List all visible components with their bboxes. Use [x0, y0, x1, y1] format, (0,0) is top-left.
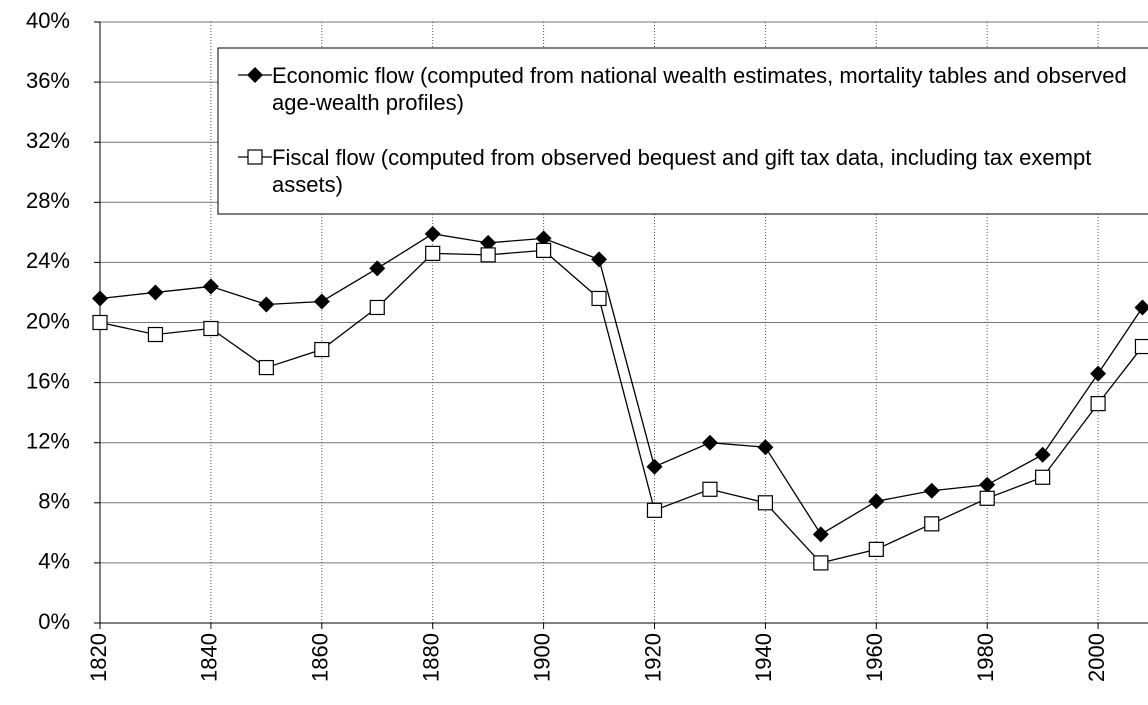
y-tick-label: 12% [26, 429, 70, 454]
series-line [99, 233, 1143, 536]
y-tick-label: 24% [26, 248, 70, 273]
y-tick-label: 32% [26, 128, 70, 153]
marker [92, 314, 108, 331]
x-tick-label: 1960 [862, 633, 887, 682]
marker [591, 251, 608, 268]
legend-label: Fiscal flow (computed from observed bequ… [272, 145, 1092, 197]
y-tick-label: 8% [38, 489, 70, 514]
y-tick-label: 16% [26, 368, 70, 393]
marker [812, 526, 829, 543]
marker [535, 242, 552, 258]
y-tick-label: 4% [38, 549, 70, 574]
y-tick-label: 28% [26, 188, 70, 213]
marker [480, 247, 496, 263]
marker [313, 293, 330, 310]
marker [702, 481, 718, 497]
marker [1134, 299, 1148, 316]
marker [369, 299, 385, 316]
marker [535, 230, 552, 247]
marker [923, 482, 940, 499]
marker [924, 516, 940, 532]
marker [868, 541, 884, 557]
marker [424, 225, 441, 242]
marker [425, 245, 441, 261]
marker [203, 320, 219, 337]
x-tick-label: 2000 [1084, 633, 1109, 682]
marker [314, 341, 330, 358]
y-tick-label: 0% [38, 609, 70, 634]
marker [701, 434, 718, 451]
x-tick-label: 1880 [419, 633, 444, 682]
marker [979, 490, 995, 506]
marker [147, 326, 164, 343]
series-line [99, 249, 1143, 564]
x-tick-label: 1820 [86, 633, 111, 682]
marker [868, 493, 885, 510]
marker [369, 260, 386, 277]
x-tick-label: 1920 [640, 633, 665, 682]
marker [247, 149, 263, 165]
x-tick-label: 1860 [308, 633, 333, 682]
marker [1034, 446, 1051, 463]
marker [1134, 338, 1148, 355]
x-tick-label: 1980 [973, 633, 998, 682]
y-tick-label: 20% [26, 308, 70, 333]
marker [147, 284, 164, 301]
marker [258, 359, 274, 376]
marker [258, 296, 275, 313]
marker [247, 67, 263, 83]
marker [92, 290, 108, 307]
x-tick-label: 1900 [529, 633, 554, 682]
y-tick-label: 40% [26, 8, 70, 33]
legend-entry: Economic flow (computed from national we… [272, 63, 1127, 115]
x-tick-label: 1940 [751, 633, 776, 682]
marker [1090, 396, 1106, 412]
marker [1090, 365, 1107, 382]
marker [1035, 469, 1051, 485]
marker [979, 476, 996, 493]
marker [757, 495, 773, 511]
marker [591, 290, 607, 307]
marker [813, 555, 829, 571]
marker [757, 439, 774, 456]
legend-label: Economic flow (computed from national we… [272, 63, 1127, 115]
marker [646, 502, 663, 518]
x-tick-label: 1840 [197, 633, 222, 682]
marker [202, 278, 219, 295]
marker [480, 234, 497, 251]
legend-box [217, 47, 1148, 215]
marker [646, 458, 663, 475]
legend-entry: Fiscal flow (computed from observed bequ… [272, 145, 1092, 197]
y-tick-label: 36% [26, 68, 70, 93]
